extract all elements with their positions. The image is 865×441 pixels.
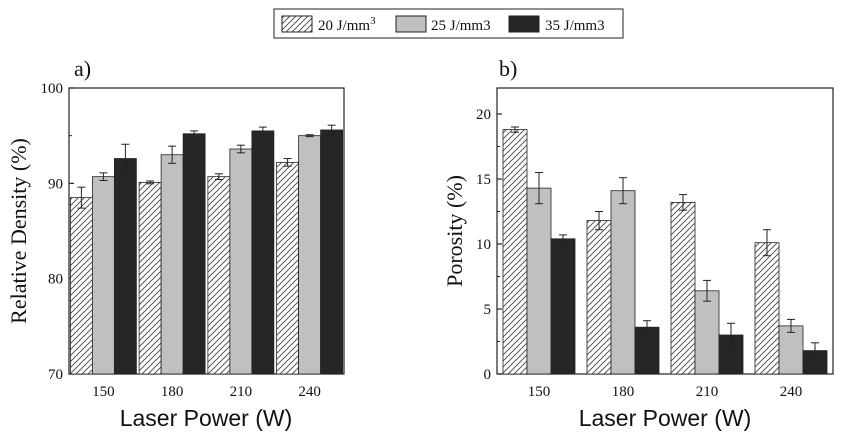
legend-label-25: 25 J/mm3 xyxy=(431,18,491,34)
panel-b-label: b) xyxy=(499,56,517,81)
a-xtick-label-0: 150 xyxy=(92,384,115,400)
a-bar-180-s2 xyxy=(182,133,206,375)
a-bar-150-s1 xyxy=(91,176,115,375)
b-bar-180-s0 xyxy=(586,220,612,375)
b-bar-240-s0 xyxy=(754,242,780,375)
b-ytick-label-2: 10 xyxy=(476,237,491,253)
b-bar-180-s2 xyxy=(634,326,660,375)
legend-swatch-25 xyxy=(395,15,427,33)
b-xtick-label-1: 180 xyxy=(612,384,635,400)
legend-box xyxy=(273,8,624,39)
a-bar-240-s0 xyxy=(276,161,300,375)
a-xtick-label-3: 240 xyxy=(298,384,321,400)
b-ytick-label-0: 0 xyxy=(484,367,492,383)
panel-a: a) 70 80 90 100 150 180 210 240 Laser Power (W)… xyxy=(6,56,345,431)
panel-a-xlabel: Laser Power (W) xyxy=(120,405,293,431)
a-bar-240-s1 xyxy=(298,135,322,375)
a-bar-180-s0 xyxy=(138,181,162,375)
a-ytick-label-2: 90 xyxy=(48,176,63,192)
a-bar-210-s0 xyxy=(207,176,231,375)
b-xtick-label-2: 210 xyxy=(696,384,719,400)
a-bar-210-s1 xyxy=(229,148,253,375)
b-bar-240-s1 xyxy=(778,325,804,375)
b-xtick-label-0: 150 xyxy=(528,384,551,400)
panel-b-frame xyxy=(496,87,834,375)
legend-label-20: 20 J/mm3 xyxy=(318,15,376,34)
legend-label-35: 35 J/mm3 xyxy=(545,18,605,34)
a-ytick-label-3: 100 xyxy=(41,81,64,97)
a-xtick-label-1: 180 xyxy=(161,384,184,400)
a-bar-150-s2 xyxy=(113,158,137,375)
b-xtick-label-3: 240 xyxy=(780,384,803,400)
panel-a-label: a) xyxy=(74,56,91,81)
legend: 20 J/mm3 25 J/mm3 35 J/mm3 xyxy=(273,8,624,39)
b-ytick-label-4: 20 xyxy=(476,107,491,123)
a-ytick-label-1: 80 xyxy=(48,272,63,288)
b-bar-210-s0 xyxy=(670,201,696,375)
b-ytick-label-3: 15 xyxy=(476,172,491,188)
a-ytick-label-0: 70 xyxy=(48,367,63,383)
a-xtick-label-2: 210 xyxy=(230,384,253,400)
b-bar-150-s2 xyxy=(550,238,576,375)
panel-b-ylabel: Porosity (%) xyxy=(442,175,467,287)
b-bar-180-s1 xyxy=(610,190,636,375)
a-bar-210-s2 xyxy=(251,130,275,375)
panel-a-ylabel: Relative Density (%) xyxy=(6,138,31,324)
a-bar-240-s2 xyxy=(320,129,344,375)
legend-swatch-35 xyxy=(508,15,540,33)
b-ytick-label-1: 5 xyxy=(484,302,492,318)
a-bar-150-s0 xyxy=(69,197,93,375)
legend-swatch-20 xyxy=(281,15,313,33)
a-bar-180-s1 xyxy=(160,154,184,375)
b-bar-150-s1 xyxy=(526,187,552,375)
b-bar-150-s0 xyxy=(502,129,528,375)
panel-b-xlabel: Laser Power (W) xyxy=(579,405,752,431)
b-bar-210-s1 xyxy=(694,290,720,375)
